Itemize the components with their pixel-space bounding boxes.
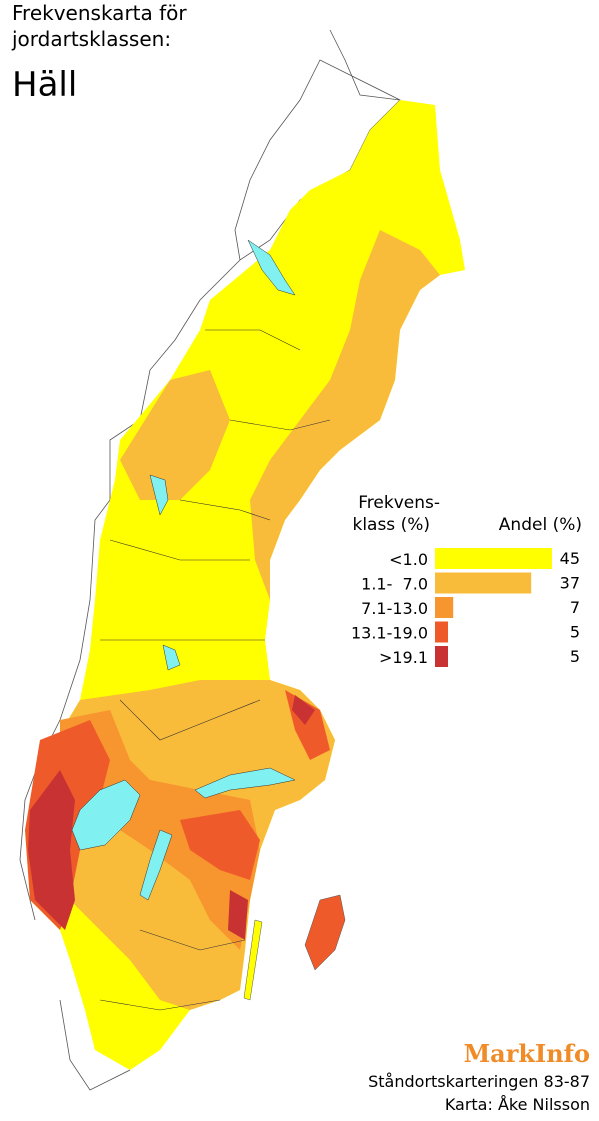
legend-bar [435,548,552,569]
legend-class-label: >19.1 [379,648,428,667]
island-gotland [304,894,346,971]
legend: <1.0 45 1.1- 7.0 37 7.1-13.0 7 13.1-19.0 5 >19.1… [351,548,580,667]
region-red-orange [25,690,330,930]
legend-class-header: klass (%) [352,515,430,535]
lake-north [149,239,296,671]
legend-share-value: 45 [560,549,580,568]
county-lines [99,329,331,1011]
region-orange [250,230,440,600]
legend-class-label: 7.1-13.0 [361,599,428,618]
legend-bar [435,621,448,643]
title-subject: Häll [12,65,77,105]
region-red [28,695,315,940]
legend-class-label: <1.0 [389,550,428,569]
lake-vanern [71,779,141,851]
legend-share-value: 5 [570,623,580,642]
legend-share-value: 7 [570,598,580,617]
author: Karta: Åke Nilsson [445,1095,590,1114]
legend-class-label: 13.1-19.0 [351,624,428,643]
title-line: Frekvenskarta för [12,1,187,25]
brand: MarkInfo [464,1039,590,1068]
lake-vattern [139,829,173,901]
source: Ståndortskarteringen 83-87 [368,1072,590,1091]
legend-class-header: Frekvens- [358,493,440,513]
island-oland [243,919,263,1001]
lake-malaren [194,767,296,799]
legend-bar [435,597,454,618]
legend-class-label: 1.1- 7.0 [361,575,428,594]
border-outline [19,29,401,1091]
region-orange [120,370,230,500]
title-line: jordartsklassen: [11,27,171,51]
legend-share-header: Andel (%) [499,515,582,535]
legend-share-value: 37 [560,574,580,593]
legend-bar [435,646,448,667]
legend-share-value: 5 [570,647,580,666]
legend-bar [435,572,532,594]
